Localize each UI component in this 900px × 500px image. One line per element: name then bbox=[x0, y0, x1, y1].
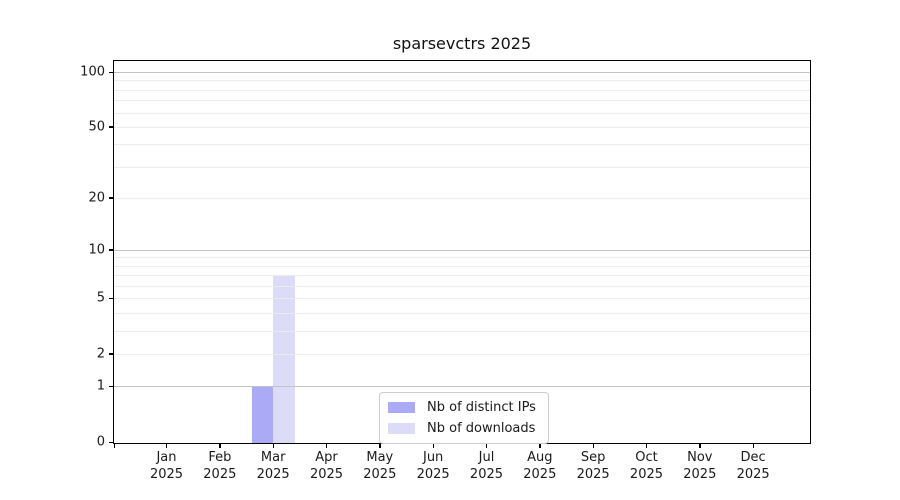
gridline-major bbox=[114, 386, 810, 388]
month-label: May bbox=[366, 450, 394, 465]
x-axis-tick-label: Jan 2025 bbox=[150, 450, 183, 484]
x-axis-tick-label: Oct 2025 bbox=[630, 450, 663, 484]
bar-distinct-ips-mar bbox=[251, 387, 274, 443]
month-label: Feb bbox=[208, 450, 232, 465]
x-axis-tick bbox=[699, 443, 701, 448]
y-axis-tick-label: 100 bbox=[80, 64, 105, 80]
y-axis-tick-label: 20 bbox=[88, 190, 105, 206]
gridline-minor bbox=[114, 100, 810, 102]
x-axis-tick bbox=[272, 443, 275, 448]
year-label: 2025 bbox=[149, 466, 184, 482]
year-label: 2025 bbox=[736, 466, 770, 482]
year-label: 2025 bbox=[416, 466, 450, 482]
gridline-minor bbox=[114, 298, 810, 300]
year-label: 2025 bbox=[309, 466, 344, 482]
year-label: 2025 bbox=[576, 466, 610, 482]
year-label: 2025 bbox=[203, 466, 237, 482]
y-axis-tick-label: 1 bbox=[96, 378, 105, 394]
y-axis-tick-label: 0 bbox=[96, 434, 105, 450]
gridline-minor bbox=[114, 353, 810, 355]
x-axis-tick bbox=[166, 443, 168, 448]
x-axis-tick-label: Mar 2025 bbox=[257, 450, 290, 484]
legend: Nb of distinct IPs Nb of downloads bbox=[379, 392, 549, 444]
y-axis-tick bbox=[109, 249, 114, 251]
x-axis-tick bbox=[645, 443, 648, 448]
month-label: Nov bbox=[687, 450, 713, 465]
y-axis-tick-label: 10 bbox=[88, 242, 105, 258]
month-label: Jun bbox=[422, 450, 444, 465]
legend-swatch-distinct-ips bbox=[388, 402, 415, 413]
y-axis-tick bbox=[109, 71, 114, 73]
gridline-major bbox=[114, 249, 810, 251]
gridline-minor bbox=[114, 257, 810, 259]
legend-label-downloads: Nb of downloads bbox=[427, 421, 536, 436]
year-label: 2025 bbox=[469, 466, 504, 482]
y-axis-tick bbox=[109, 385, 114, 388]
month-label: Aug bbox=[527, 450, 553, 465]
gridline-minor bbox=[114, 112, 810, 114]
x-axis-tick-label: Sep 2025 bbox=[577, 450, 610, 484]
gridline-minor bbox=[114, 89, 810, 91]
x-axis-tick bbox=[752, 443, 755, 448]
y-axis-tick bbox=[109, 126, 114, 128]
month-label: Dec bbox=[740, 450, 766, 465]
x-axis-tick-label: Apr 2025 bbox=[310, 450, 343, 484]
y-axis-tick bbox=[109, 297, 114, 300]
gridline-minor bbox=[114, 286, 810, 288]
legend-entry-distinct-ips: Nb of distinct IPs bbox=[388, 400, 539, 415]
month-label: Mar bbox=[260, 450, 286, 465]
y-axis-tick-label: 5 bbox=[96, 290, 105, 306]
gridline-minor bbox=[114, 80, 810, 82]
x-axis-tick-label: Jul 2025 bbox=[470, 450, 503, 484]
month-label: Sep bbox=[580, 450, 606, 465]
month-label: Oct bbox=[635, 450, 658, 465]
legend-label-distinct-ips: Nb of distinct IPs bbox=[427, 400, 536, 415]
y-axis-tick bbox=[109, 441, 114, 443]
year-label: 2025 bbox=[256, 466, 290, 482]
legend-entry-downloads: Nb of downloads bbox=[388, 421, 539, 436]
x-axis-tick-label: Jun 2025 bbox=[417, 450, 450, 484]
x-axis-tick-label: Aug 2025 bbox=[523, 450, 556, 484]
month-label: Jan bbox=[156, 450, 177, 465]
y-axis-tick-label: 50 bbox=[88, 119, 105, 135]
y-axis-tick bbox=[109, 197, 114, 199]
plot-area: Nb of distinct IPs Nb of downloads 0 1 2 5 1… bbox=[80, 60, 811, 482]
x-axis-tick bbox=[432, 443, 435, 448]
x-axis-tick bbox=[592, 443, 595, 448]
legend-swatch-downloads bbox=[388, 423, 415, 434]
gridline-minor bbox=[114, 330, 810, 332]
x-axis-corner-tick bbox=[114, 443, 116, 448]
x-axis-tick-label: Nov 2025 bbox=[683, 450, 716, 484]
x-axis-tick bbox=[485, 443, 488, 448]
bar-downloads-mar bbox=[273, 276, 295, 443]
x-axis-tick bbox=[219, 443, 221, 448]
y-axis-tick bbox=[109, 353, 114, 355]
year-label: 2025 bbox=[523, 466, 557, 482]
gridline-minor bbox=[114, 197, 810, 199]
year-label: 2025 bbox=[363, 466, 397, 482]
y-axis-tick-label: 2 bbox=[96, 346, 105, 362]
year-label: 2025 bbox=[629, 466, 664, 482]
gridline-major bbox=[114, 72, 810, 74]
year-label: 2025 bbox=[683, 466, 717, 482]
gridline-minor bbox=[114, 275, 810, 277]
chart-title: sparsevctrs 2025 bbox=[392, 34, 532, 53]
x-axis-tick bbox=[325, 443, 328, 448]
month-label: Apr bbox=[315, 450, 338, 465]
x-axis-tick-label: Feb 2025 bbox=[203, 450, 236, 484]
gridline-minor bbox=[114, 144, 810, 146]
gridline-minor bbox=[114, 166, 810, 168]
gridline-minor bbox=[114, 265, 810, 267]
x-axis-tick-label: May 2025 bbox=[363, 450, 396, 484]
x-axis-tick bbox=[539, 443, 541, 448]
gridline-minor bbox=[114, 313, 810, 314]
x-axis-tick bbox=[379, 443, 381, 448]
gridline-minor bbox=[114, 126, 810, 128]
month-label: Jul bbox=[478, 450, 495, 465]
x-axis-tick-label: Dec 2025 bbox=[737, 450, 770, 484]
